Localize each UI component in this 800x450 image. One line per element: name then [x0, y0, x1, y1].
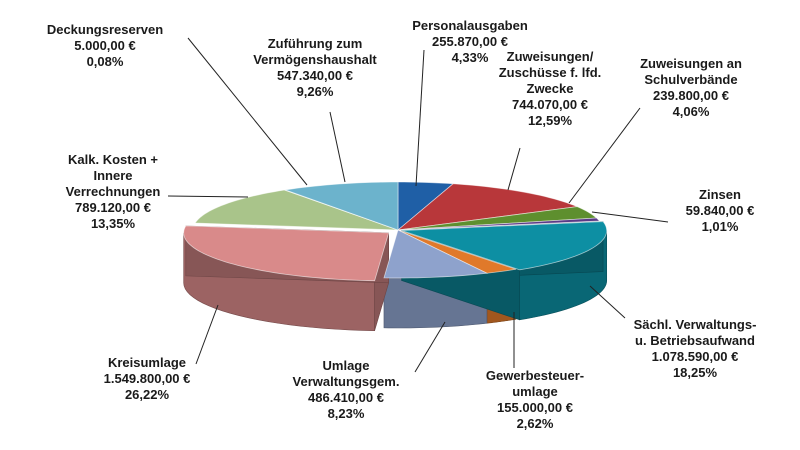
label-zufuehrung-vermoegenshaushalt: Zuführung zum Vermögenshaushalt 547.340,…: [253, 36, 377, 99]
label-personalausgaben: Personalausgaben 255.870,00 € 4,33%: [412, 18, 528, 65]
label-umlage-verwaltungsgem: Umlage Verwaltungsgem. 486.410,00 € 8,23…: [292, 358, 400, 421]
pie-slice-saechl: [401, 221, 608, 271]
leader-line-umlage-verw: [414, 321, 446, 373]
leader-line-deckungsreserven: [187, 37, 308, 186]
leader-line-personal: [415, 49, 425, 187]
pie-slice-zinsen: [397, 217, 601, 231]
leader-line-zuweisungen-lfd: [507, 147, 521, 191]
pie-slice-umlage-verw: [383, 229, 489, 279]
label-schulverbaende: Zuweisungen an Schulverbände 239.800,00 …: [640, 56, 742, 119]
leader-lines: [167, 37, 669, 373]
pie-tops: [183, 181, 608, 282]
pie-slice-schulverbaende: [397, 206, 598, 231]
pie-slice-kalk-kosten: [194, 189, 399, 231]
pie-slice-gewerbesteuer: [397, 229, 517, 274]
label-zinsen: Zinsen 59.840,00 € 1,01%: [685, 187, 755, 234]
leader-line-kalk-kosten: [167, 195, 249, 198]
label-zuweisungen-lfd: Zuweisungen/ Zuschüsse f. lfd. Zwecke 74…: [498, 49, 602, 128]
leader-line-zufuehrung: [329, 111, 346, 183]
leader-line-zinsen: [591, 211, 669, 223]
label-kalk-kosten: Kalk. Kosten + Innere Verrechnungen 789.…: [65, 152, 161, 231]
label-gewerbesteuerumlage: Gewerbesteuer- umlage 155.000,00 € 2,62%: [485, 368, 585, 431]
label-deckungsreserven: Deckungsreserven 5.000,00 € 0,08%: [46, 22, 164, 69]
leader-line-kreisumlage: [195, 304, 219, 365]
pie-slice-kreisumlage: [183, 225, 390, 282]
label-kreisumlage: Kreisumlage 1.549.800,00 € 26,22%: [103, 355, 191, 402]
label-saechl-verwaltungsaufwand: Sächl. Verwaltungs- u. Betriebsaufwand 1…: [633, 317, 757, 380]
leader-line-schulverbaende: [568, 107, 641, 204]
pie-slice-zufuehrung: [285, 181, 399, 231]
pie-slice-zuweisungen-lfd: [396, 183, 579, 231]
leader-line-saechl: [589, 285, 626, 319]
